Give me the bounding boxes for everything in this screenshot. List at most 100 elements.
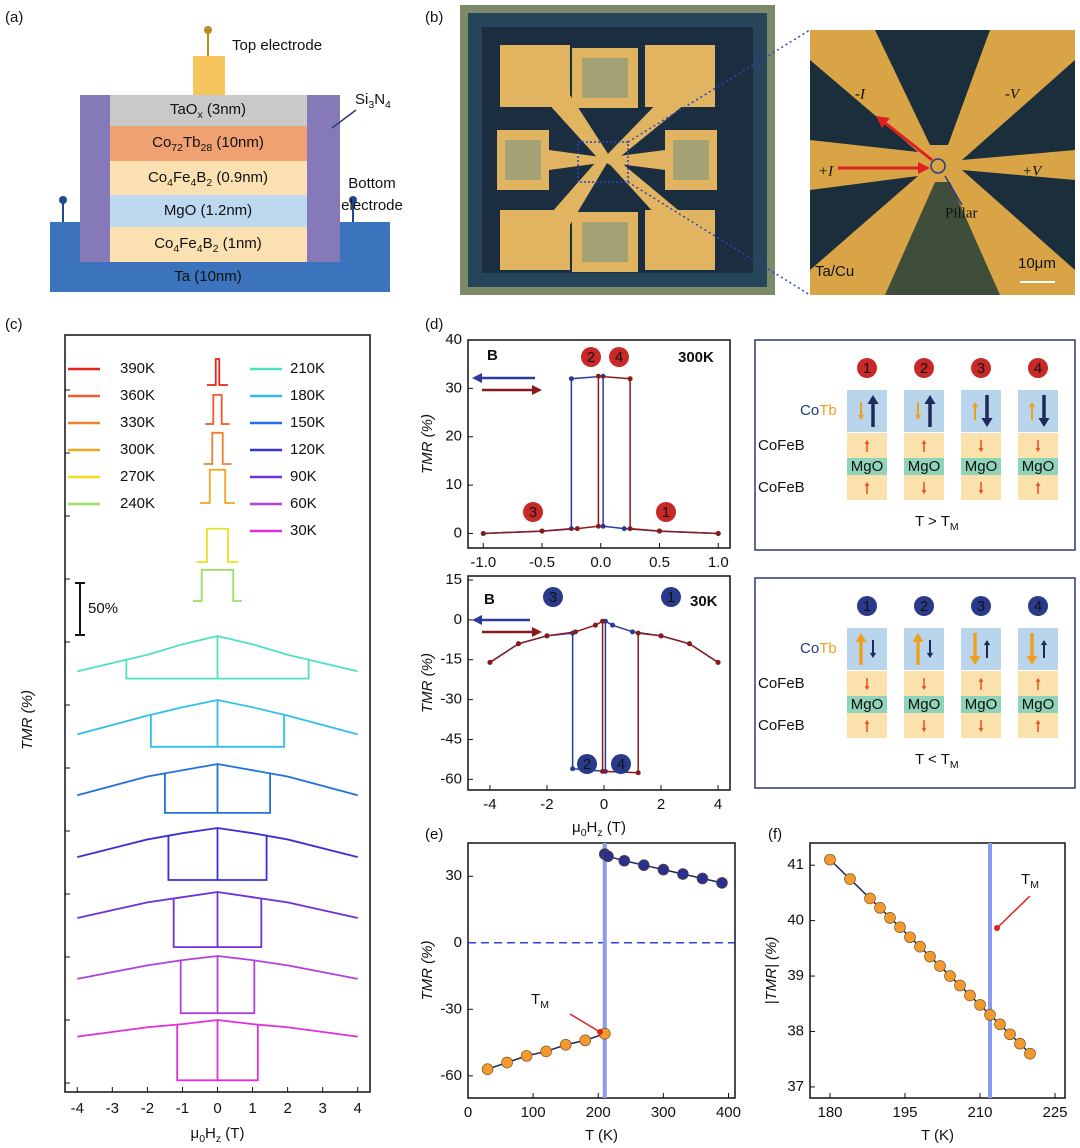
- data-point: [579, 1034, 592, 1047]
- y-tick-label: 20: [445, 428, 462, 445]
- pad-core: [505, 140, 541, 180]
- data-point: [544, 633, 550, 639]
- mgo-label: MgO: [965, 696, 998, 713]
- text-part: Tb: [819, 402, 837, 419]
- mgo-cell: [961, 696, 1001, 713]
- terminal-label: -I: [855, 86, 866, 102]
- data-point: [864, 892, 876, 905]
- text-part: H: [587, 819, 598, 836]
- data-point: [481, 1063, 494, 1075]
- state-number: 4: [615, 349, 623, 366]
- data-point: [638, 859, 650, 871]
- x-tick-label: 0.0: [590, 554, 611, 571]
- x-tick-label: 0: [464, 1104, 472, 1121]
- top-electrode: [193, 56, 225, 95]
- x-tick-label: 4: [354, 1100, 362, 1117]
- state-badge: [1028, 596, 1048, 616]
- state-badge: [523, 502, 543, 522]
- panel-label: (f): [768, 826, 782, 843]
- y-axis-label: TMR (%): [19, 690, 36, 750]
- pad-cores: [505, 58, 709, 262]
- x-tick-label: 200: [586, 1104, 611, 1121]
- plot-frame: [467, 575, 731, 791]
- data-point: [696, 872, 709, 885]
- data-point: [515, 641, 521, 647]
- data-point: [1014, 1037, 1026, 1050]
- data-point: [618, 854, 631, 867]
- arrow-head: [914, 414, 922, 420]
- data-point: [570, 766, 576, 772]
- dark-regions: [810, 30, 1075, 270]
- strip: [885, 182, 1000, 295]
- text-part: μ: [191, 1125, 200, 1142]
- y-tick-label: -30: [440, 691, 462, 708]
- data-point: [657, 863, 670, 876]
- data-point: [844, 873, 856, 885]
- hysteresis-loop: [149, 700, 286, 748]
- dark-region: [810, 176, 918, 270]
- arrow-head: [1040, 640, 1048, 646]
- state-number: 3: [977, 598, 985, 615]
- text-part: 4: [197, 243, 203, 255]
- y-tick-label: 10: [445, 476, 462, 493]
- data-point: [874, 902, 886, 914]
- text-part: T > T: [915, 513, 950, 530]
- cotb-cell: [904, 628, 944, 670]
- series-line: [205, 393, 230, 425]
- y-axis-label: |TMR| (%): [763, 937, 780, 1005]
- mgo-cell: [847, 696, 887, 713]
- series-line: [489, 619, 719, 773]
- mgo-cell: [904, 458, 944, 475]
- data-point: [621, 526, 627, 532]
- arrow-head: [918, 162, 930, 174]
- arrow-head: [1035, 720, 1041, 724]
- state-number: 4: [1034, 598, 1042, 615]
- panel-label: (e): [425, 826, 443, 843]
- arrow-head: [924, 395, 936, 404]
- mgo-label: MgO: [908, 458, 941, 475]
- arrow-head: [864, 482, 870, 486]
- top-electrode-label: Top electrode: [232, 37, 322, 54]
- y-tick-label: 0: [454, 934, 462, 951]
- data-point: [635, 770, 641, 776]
- state-badge: [609, 347, 629, 367]
- mgo-cell: [1018, 458, 1058, 475]
- legend-label: 240K: [120, 495, 155, 512]
- pad-core: [673, 140, 709, 180]
- text-part: 4: [190, 177, 196, 189]
- x-axis-label: μ0Hz (T): [191, 1125, 245, 1145]
- mgo-cell: [961, 458, 1001, 475]
- state-number: 2: [920, 360, 928, 377]
- y-tick-label: -15: [440, 651, 462, 668]
- y-tick-label: 40: [445, 331, 462, 348]
- arrow-head: [921, 728, 927, 732]
- legend-label: 270K: [120, 468, 155, 485]
- lead: [602, 95, 690, 165]
- x-tick-label: -0.5: [529, 554, 555, 571]
- series-line: [483, 375, 719, 535]
- data-point: [658, 633, 664, 639]
- annotation-arrow: [996, 895, 1031, 929]
- state-number: 1: [863, 598, 871, 615]
- x-axis-label: μ0Hz (T): [572, 819, 626, 839]
- layer-label: Co72Tb28 (10nm): [152, 134, 264, 154]
- mgo-cell: [847, 458, 887, 475]
- data-point: [600, 618, 606, 624]
- state-badge: [581, 347, 601, 367]
- text-part: Fe: [173, 169, 191, 186]
- arrow-head: [864, 720, 870, 724]
- x-tick-label: 0: [600, 796, 608, 813]
- legend-label: 90K: [290, 468, 317, 485]
- x-tick-label: -2: [540, 796, 553, 813]
- data-point: [884, 912, 896, 924]
- data-point: [894, 921, 906, 934]
- cotb-cell: [961, 390, 1001, 432]
- hysteresis-loop: [176, 1020, 259, 1082]
- plot-frame: [809, 842, 1066, 1099]
- text-part: Co: [154, 235, 173, 252]
- state-number: 3: [549, 589, 557, 606]
- text-part: 0: [581, 827, 587, 839]
- cofeb-label: CoFeB: [758, 437, 805, 454]
- cotb-label: CoTb: [800, 402, 837, 419]
